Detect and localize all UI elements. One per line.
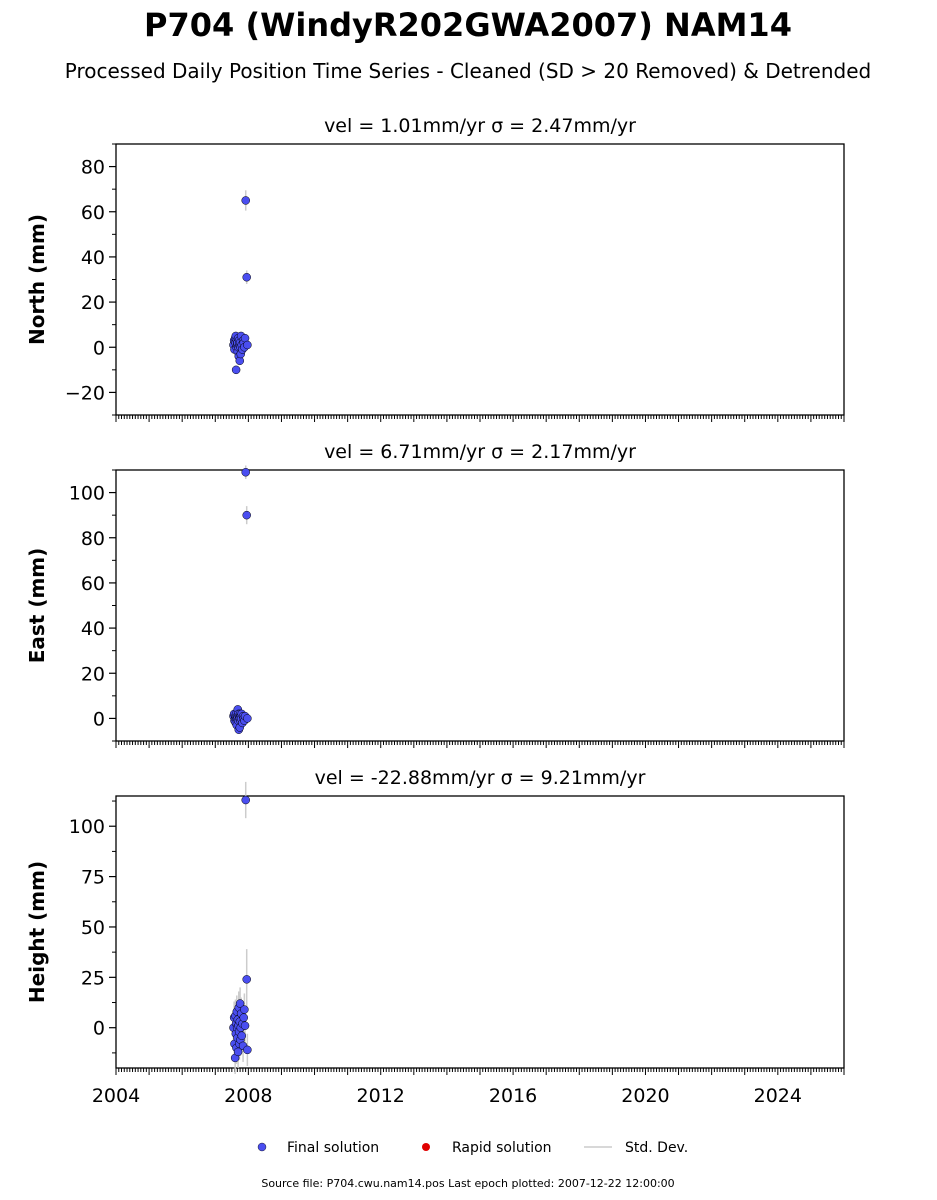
- y-tick-label: 50: [81, 917, 105, 939]
- y-tick-label: 80: [81, 528, 105, 550]
- y-tick-label: 100: [69, 483, 105, 505]
- data-point: [231, 365, 241, 375]
- data-point: [239, 1013, 248, 1022]
- footer-source: Source file: P704.cwu.nam14.pos Last epo…: [261, 1177, 674, 1190]
- data-point: [243, 714, 252, 723]
- data-point: [241, 196, 250, 205]
- data-point: [240, 1005, 249, 1014]
- data-point: [242, 975, 251, 984]
- data-point: [242, 272, 251, 282]
- y-tick-label: 60: [81, 202, 105, 224]
- data-point: [233, 1047, 243, 1057]
- legend-final-marker: [257, 1142, 267, 1152]
- x-tick-label: 2008: [224, 1085, 272, 1107]
- x-tick-label: 2012: [357, 1085, 405, 1107]
- y-axis-label: East (mm): [25, 548, 49, 664]
- y-tick-label: 100: [69, 816, 105, 838]
- y-tick-label: 40: [81, 247, 105, 269]
- data-point: [237, 1031, 246, 1041]
- panels: vel = 1.01mm/yr σ = 2.47mm/yr North (mm) 8…: [25, 115, 845, 1107]
- legend-rapid-label: Rapid solution: [452, 1140, 552, 1156]
- plot-area-frame: [115, 469, 845, 742]
- y-tick-label: 75: [81, 867, 105, 889]
- panel-title: vel = 1.01mm/yr σ = 2.47mm/yr: [324, 115, 636, 137]
- data-point: [243, 1045, 252, 1055]
- y-tick-label: 60: [81, 573, 105, 595]
- panel-1: vel = 6.71mm/yr σ = 2.17mm/yr East (mm) 10…: [25, 441, 845, 748]
- legend-final-label: Final solution: [287, 1140, 379, 1156]
- data-point: [235, 999, 245, 1008]
- y-tick-label: 0: [93, 337, 105, 359]
- data-point: [241, 795, 250, 805]
- y-tick-label: 0: [93, 1018, 105, 1040]
- figure-title: P704 (WindyR202GWA2007) NAM14: [144, 6, 792, 44]
- legend: Final solution Rapid solution Std. Dev.: [257, 1140, 688, 1156]
- y-axis-label: Height (mm): [25, 861, 49, 1003]
- figure-subtitle: Processed Daily Position Time Series - C…: [65, 59, 871, 83]
- y-tick-label: 20: [81, 663, 105, 685]
- panel-0: vel = 1.01mm/yr σ = 2.47mm/yr North (mm) 8…: [25, 115, 845, 422]
- x-tick-label: 2020: [621, 1085, 669, 1107]
- panel-title: vel = 6.71mm/yr σ = 2.17mm/yr: [324, 441, 636, 463]
- panel-2: vel = -22.88mm/yr σ = 9.21mm/yr Height (m…: [25, 767, 845, 1107]
- x-tick-label: 2016: [489, 1085, 537, 1107]
- y-tick-label: 20: [81, 292, 105, 314]
- legend-rapid-marker: [422, 1143, 430, 1151]
- y-tick-label: −20: [65, 382, 105, 404]
- y-tick-label: 40: [81, 618, 105, 640]
- y-tick-label: 0: [93, 708, 105, 730]
- data-point: [241, 468, 250, 477]
- x-tick-label: 2004: [92, 1085, 140, 1107]
- data-point: [240, 1021, 250, 1030]
- plot-area-frame: [115, 143, 845, 416]
- y-tick-label: 25: [81, 967, 105, 989]
- x-tick-label: 2024: [754, 1085, 802, 1107]
- legend-std-label: Std. Dev.: [625, 1140, 688, 1156]
- panel-title: vel = -22.88mm/yr σ = 9.21mm/yr: [315, 767, 646, 789]
- plot-area-frame: [115, 795, 845, 1069]
- data-point: [242, 510, 251, 520]
- data-point: [243, 340, 252, 350]
- y-axis-label: North (mm): [25, 214, 49, 345]
- y-tick-label: 80: [81, 157, 105, 179]
